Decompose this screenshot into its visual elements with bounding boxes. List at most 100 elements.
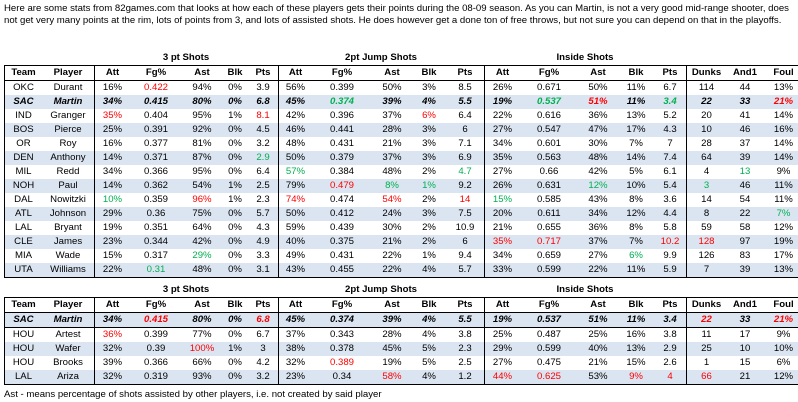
stat-cell: 14% bbox=[764, 109, 798, 123]
column-header-att: Att bbox=[278, 297, 312, 313]
stat-cell: 4.3 bbox=[256, 222, 270, 233]
stat-cell: 2.3 bbox=[446, 342, 484, 356]
stat-cell: 9.2 bbox=[446, 179, 484, 193]
stat-cell: 6% bbox=[629, 250, 643, 261]
stat-cell: 1.2 bbox=[446, 370, 484, 385]
stat-cell: 0% bbox=[222, 123, 248, 137]
stat-cell: 0.717 bbox=[520, 235, 578, 249]
stat-cell: 13 bbox=[739, 166, 751, 177]
stat-cell: 48% bbox=[382, 166, 402, 177]
stat-cell: 25% bbox=[94, 123, 130, 137]
stat-cell: 11% bbox=[764, 193, 798, 207]
stat-cell: 5.9 bbox=[654, 263, 686, 278]
stat-cell: 1% bbox=[222, 179, 248, 193]
stat-cell: 3 bbox=[248, 342, 278, 356]
stat-cell: 3.2 bbox=[256, 138, 270, 149]
stat-cell: 95% bbox=[192, 110, 212, 121]
stat-cell: 96% bbox=[192, 194, 212, 205]
stat-cell: 9.9 bbox=[663, 250, 677, 261]
stat-cell: 39% bbox=[372, 313, 412, 328]
team-cell: OR bbox=[4, 137, 42, 151]
column-header-blk: Blk bbox=[222, 65, 248, 81]
stat-cell: 0.547 bbox=[520, 123, 578, 137]
player-cell: James bbox=[42, 235, 94, 249]
column-header-and1: And1 bbox=[726, 65, 764, 81]
team-cell: LAL bbox=[4, 221, 42, 235]
stat-cell: 2.9 bbox=[654, 342, 686, 356]
footnote: Ast - means percentage of shots assisted… bbox=[4, 389, 382, 400]
team-cell: SAC bbox=[4, 95, 42, 109]
stat-cell: 56% bbox=[278, 81, 312, 95]
stat-cell: 3.3 bbox=[256, 250, 270, 261]
stat-cell: 17% bbox=[764, 249, 798, 263]
stat-cell: 0.375 bbox=[312, 235, 372, 249]
stat-cell: 3.2 bbox=[248, 370, 278, 385]
player-cell: Artest bbox=[55, 329, 81, 340]
stats-table-rockets: 3 pt Shots 2pt Jump Shots Inside Shots Team… bbox=[4, 283, 798, 385]
stat-cell: 2% bbox=[422, 194, 436, 205]
stat-cell: 0.374 bbox=[312, 313, 372, 328]
stat-cell: 12% bbox=[764, 370, 798, 385]
column-header-pts: Pts bbox=[446, 297, 484, 313]
stat-cell: 27% bbox=[588, 250, 608, 261]
stat-cell: 26% bbox=[484, 81, 520, 95]
column-header-team: Team bbox=[4, 65, 42, 81]
stat-cell: 0% bbox=[228, 166, 242, 177]
stat-cell: 0.366 bbox=[143, 166, 168, 177]
stat-cell: 25 bbox=[686, 342, 726, 356]
stat-cell: 51% bbox=[578, 313, 618, 328]
stat-cell: 9% bbox=[764, 328, 798, 342]
stat-cell: 0.39 bbox=[130, 342, 182, 356]
stat-cell: 0% bbox=[228, 222, 242, 233]
stat-cell: 9.4 bbox=[458, 250, 472, 261]
stat-cell: 36% bbox=[94, 328, 130, 342]
stat-cell: 3% bbox=[422, 82, 436, 93]
stat-cell: 93% bbox=[182, 370, 222, 385]
stat-cell: 7 bbox=[667, 138, 673, 149]
stat-cell: 36% bbox=[588, 110, 608, 121]
stat-cell: 35% bbox=[484, 151, 520, 165]
stat-cell: 0.611 bbox=[520, 207, 578, 221]
stat-cell: 20% bbox=[484, 207, 520, 221]
stat-cell: 0.359 bbox=[143, 194, 168, 205]
stat-cell: 0% bbox=[222, 207, 248, 221]
stat-cell: 17% bbox=[618, 123, 654, 137]
stat-cell: 0.431 bbox=[329, 250, 354, 261]
stat-cell: 10 bbox=[686, 123, 726, 137]
player-cell: Williams bbox=[42, 263, 94, 278]
stat-cell: 32% bbox=[278, 356, 312, 370]
column-header-foul: Foul bbox=[764, 65, 798, 81]
stat-cell: 0% bbox=[228, 82, 242, 93]
stat-cell: 5.7 bbox=[446, 263, 484, 278]
column-header-pts: Pts bbox=[654, 65, 686, 81]
group-header-inside: Inside Shots bbox=[556, 52, 614, 63]
team-cell: MIA bbox=[4, 249, 42, 263]
stat-cell: 10% bbox=[94, 193, 130, 207]
stat-cell: 7% bbox=[618, 235, 654, 249]
column-header-fg: Fg% bbox=[312, 297, 372, 313]
column-header-blk: Blk bbox=[412, 297, 446, 313]
stat-cell: 10.2 bbox=[654, 235, 686, 249]
column-header-fg: Fg% bbox=[520, 65, 578, 81]
column-header-fg: Fg% bbox=[312, 65, 372, 81]
stat-cell: 4% bbox=[412, 313, 446, 328]
team-cell: HOU bbox=[4, 342, 42, 356]
stat-cell: 16% bbox=[764, 123, 798, 137]
group-header-inside: Inside Shots bbox=[556, 284, 614, 295]
column-header-ast: Ast bbox=[578, 65, 618, 81]
stat-cell: 5.7 bbox=[248, 207, 278, 221]
stat-cell: 2.9 bbox=[248, 151, 278, 165]
stat-cell: 35% bbox=[484, 235, 520, 249]
stat-cell: 37% bbox=[278, 328, 312, 342]
stat-cell: 50% bbox=[588, 82, 608, 93]
stat-cell: 21% bbox=[764, 313, 798, 328]
stat-cell: 0.404 bbox=[143, 110, 168, 121]
stat-cell: 0.317 bbox=[143, 250, 168, 261]
stat-cell: 43% bbox=[588, 194, 608, 205]
stat-cell: 33% bbox=[484, 263, 520, 278]
stat-cell: 44 bbox=[739, 82, 751, 93]
column-header-att: Att bbox=[94, 65, 130, 81]
stat-cell: 16% bbox=[626, 329, 646, 340]
stat-cell: 27% bbox=[484, 356, 520, 370]
team-cell: BOS bbox=[4, 123, 42, 137]
